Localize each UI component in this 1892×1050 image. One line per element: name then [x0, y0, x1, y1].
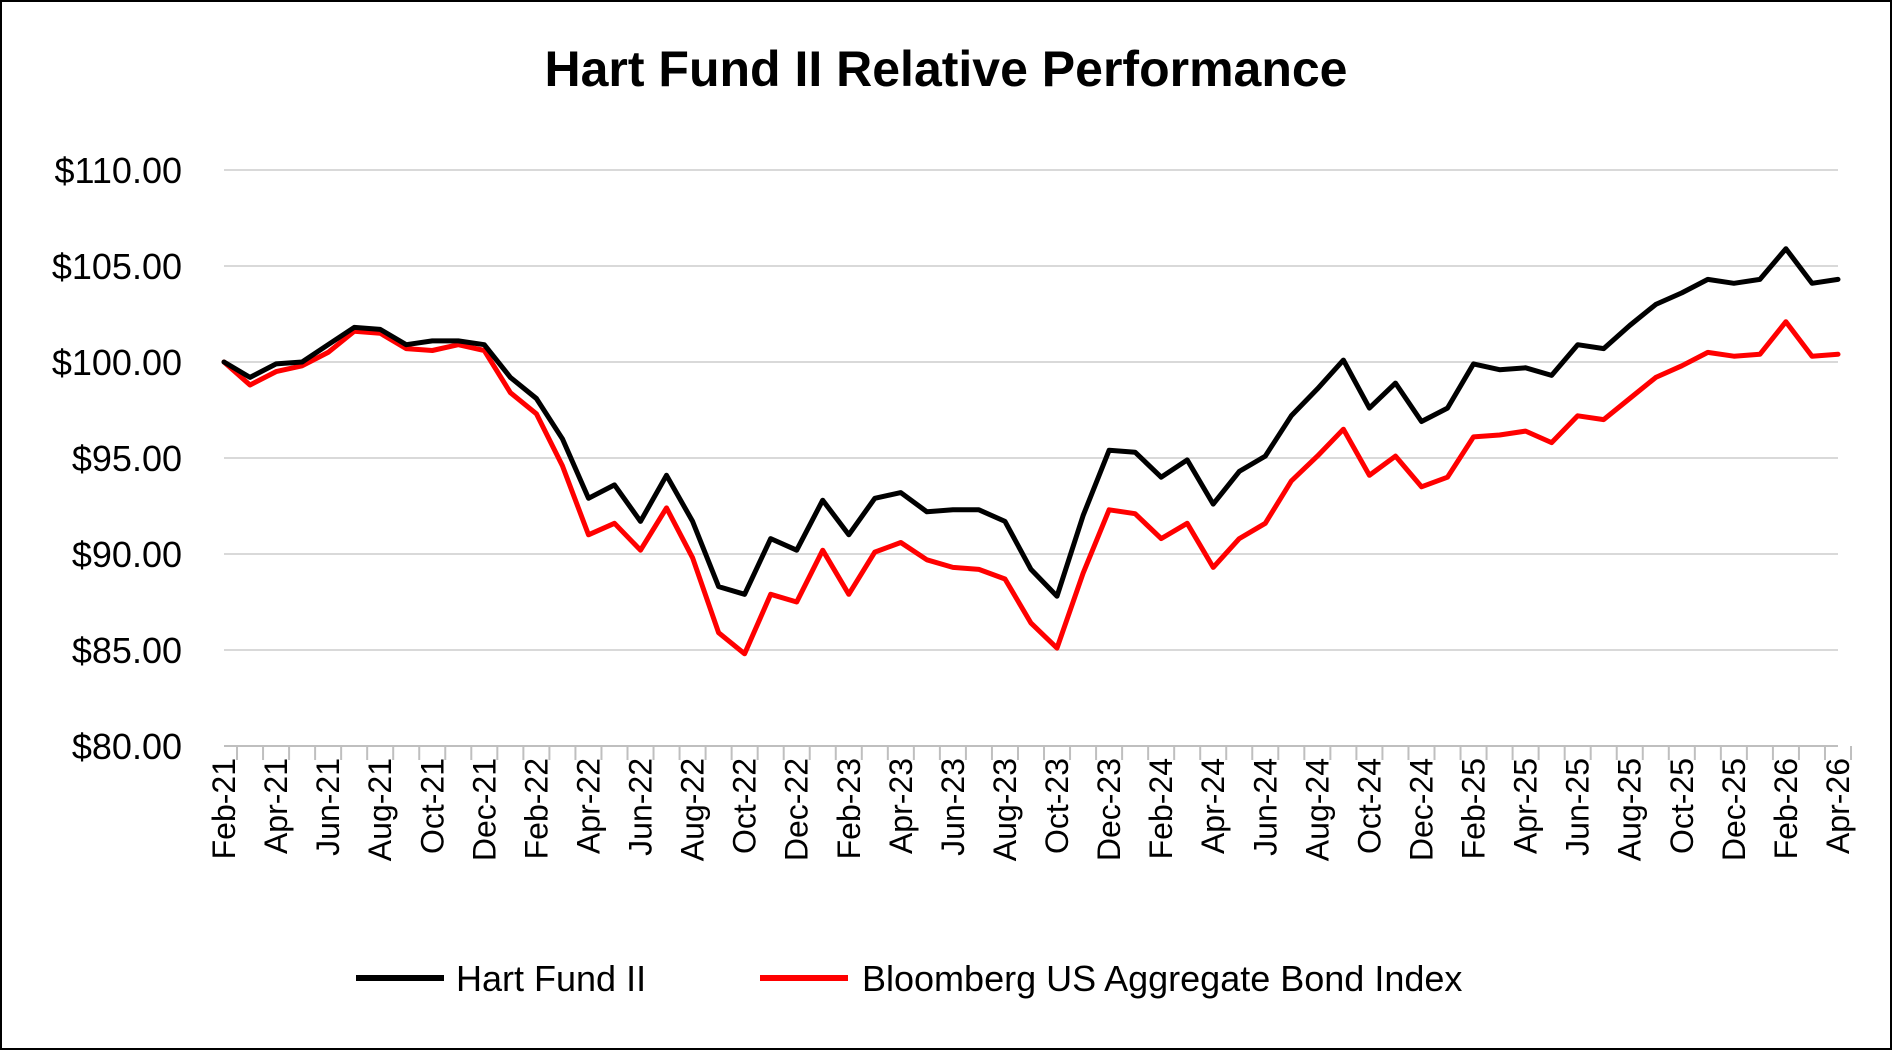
x-tick-label: Aug-22: [675, 758, 711, 861]
chart-title: Hart Fund II Relative Performance: [544, 41, 1348, 97]
x-tick-label: Feb-23: [831, 758, 867, 859]
x-tick-label: Jun-25: [1560, 758, 1596, 856]
y-tick-label: $90.00: [72, 534, 182, 575]
y-tick-label: $110.00: [55, 150, 182, 191]
y-tick-label: $100.00: [52, 342, 182, 383]
x-tick-label: Jun-23: [935, 758, 971, 856]
x-axis: [224, 745, 1853, 760]
y-axis-ticks: $80.00 $85.00 $90.00 $95.00 $100.00 $105.00 $1…: [52, 150, 182, 767]
x-tick-label: Dec-23: [1091, 758, 1127, 861]
x-tick-label: Feb-24: [1143, 758, 1179, 859]
x-tick-label: Apr-23: [883, 758, 919, 854]
gridlines: [224, 169, 1838, 651]
x-tick-label: Feb-25: [1456, 758, 1492, 859]
x-tick-label: Feb-22: [518, 758, 554, 859]
x-tick-label: Oct-21: [414, 758, 450, 854]
x-tick-label: Aug-21: [362, 758, 398, 861]
x-tick-label: Apr-25: [1508, 758, 1544, 854]
x-tick-label: Dec-25: [1716, 758, 1752, 861]
x-tick-label: Aug-23: [987, 758, 1023, 861]
y-tick-label: $80.00: [72, 726, 182, 767]
x-tick-label: Apr-22: [570, 758, 606, 854]
legend: Hart Fund II Bloomberg US Aggregate Bond …: [356, 958, 1462, 999]
x-tick-label: Jun-21: [310, 758, 346, 856]
y-tick-label: $105.00: [52, 246, 182, 287]
x-tick-label: Apr-24: [1195, 758, 1231, 854]
x-tick-label: Dec-21: [466, 758, 502, 861]
series-line: [221, 319, 1841, 657]
x-tick-label: Oct-23: [1039, 758, 1075, 854]
x-tick-label: Feb-26: [1768, 758, 1804, 859]
x-tick-label: Dec-22: [779, 758, 815, 861]
legend-label: Hart Fund II: [456, 958, 646, 999]
legend-label: Bloomberg US Aggregate Bond Index: [862, 958, 1462, 999]
x-tick-label: Jun-24: [1247, 758, 1283, 856]
x-tick-label: Aug-25: [1612, 758, 1648, 861]
x-tick-label: Apr-21: [258, 758, 294, 854]
x-tick-label: Apr-26: [1820, 758, 1856, 854]
y-tick-label: $85.00: [72, 630, 182, 671]
series-lines: [221, 246, 1841, 657]
x-tick-label: Jun-22: [623, 758, 659, 856]
x-tick-label: Oct-25: [1664, 758, 1700, 854]
x-tick-label: Feb-21: [206, 758, 242, 859]
x-tick-label: Oct-24: [1351, 758, 1387, 854]
y-tick-label: $95.00: [72, 438, 182, 479]
x-axis-ticks: Feb-21 Apr-21 Jun-21 Aug-21 Oct-21 Dec-21 Feb-…: [206, 758, 1856, 861]
x-tick-label: Dec-24: [1403, 758, 1439, 861]
series-line: [221, 246, 1841, 599]
x-tick-label: Oct-22: [727, 758, 763, 854]
x-tick-label: Aug-24: [1299, 758, 1335, 861]
